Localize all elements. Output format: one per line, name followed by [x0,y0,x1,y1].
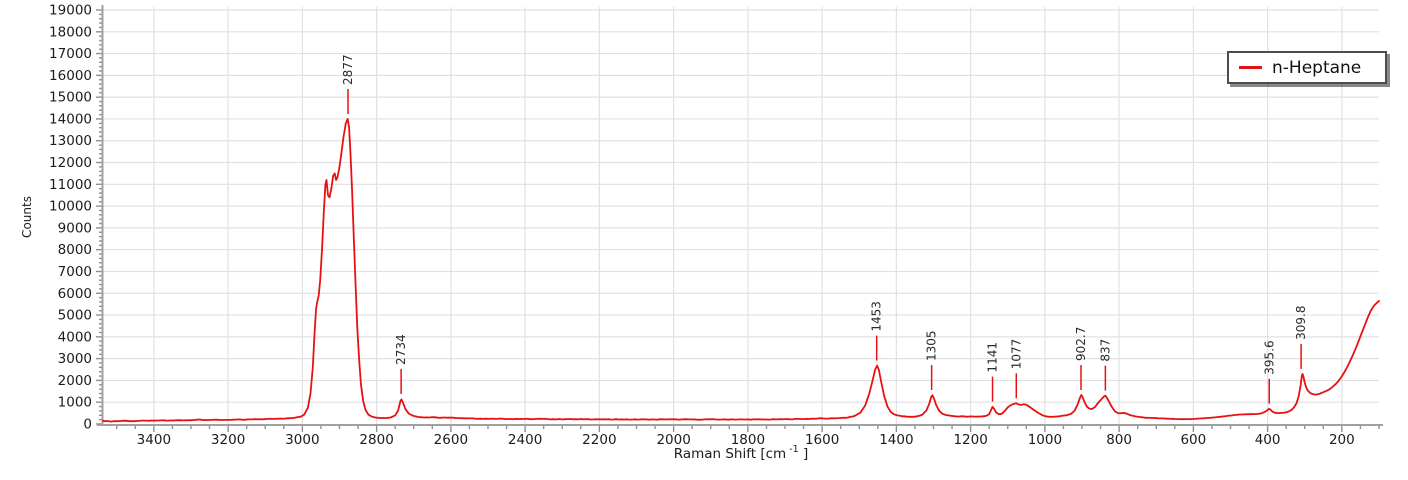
axis-titles: Raman Shift [cm -1 ] Counts [20,196,808,462]
y-tick-label: 11000 [49,177,92,193]
peak-label: 1141 [986,342,1000,373]
x-tick-label: 400 [1255,432,1281,448]
y-axis-title: Counts [20,196,34,238]
y-tick-label: 10000 [49,199,92,215]
x-tick-label: 1800 [731,432,765,448]
peak-label: 1305 [925,330,939,361]
spectrum-line [102,118,1380,423]
x-tick-label: 600 [1180,432,1206,448]
y-tick-label: 17000 [49,46,92,62]
legend-line-swatch [1239,66,1262,69]
y-tick-label: 19000 [49,3,92,19]
x-tick-label: 3400 [137,432,171,448]
peak-annotations: 2877 2734 1453 1305 1141 1077 902.7 837 395.6 309… [341,54,1308,404]
x-tick-label: 2600 [434,432,468,448]
x-tick-label: 1600 [805,432,839,448]
y-tick-label: 3000 [58,351,92,367]
x-tick-label: 200 [1329,432,1355,448]
peak-label: 2734 [394,334,408,365]
y-tick-label: 1000 [58,395,92,411]
y-tick-label: 4000 [58,329,92,345]
peak-label: 1453 [870,301,884,332]
gridlines [103,7,1379,424]
peak-label: 2877 [341,54,355,85]
peak-label: 837 [1098,339,1112,362]
y-tick-label: 9000 [58,220,92,236]
x-tick-label: 1200 [953,432,987,448]
spectrum-series [102,118,1380,423]
x-tick-label: 1400 [879,432,913,448]
x-tick-label: 2800 [359,432,393,448]
x-tick-label: 2400 [508,432,542,448]
peak-label: 395.6 [1262,340,1276,374]
y-tick-label: 5000 [58,308,92,324]
x-tick-label: 1000 [1028,432,1062,448]
y-tick-label: 6000 [58,286,92,302]
y-tick-label: 18000 [49,24,92,40]
x-tick-label: 3200 [211,432,245,448]
peak-label: 309.8 [1294,306,1308,340]
y-tick-label: 7000 [58,264,92,280]
legend-label: n-Heptane [1272,57,1362,78]
x-tick-labels: 3400 3200 3000 2800 2600 2400 2200 2000 1800 1600… [137,432,1355,448]
y-tick-label: 14000 [49,111,92,127]
y-tick-label: 12000 [49,155,92,171]
y-tick-label: 2000 [58,373,92,389]
y-tick-label: 13000 [49,133,92,149]
y-tick-label: 15000 [49,90,92,106]
peak-label: 902.7 [1074,327,1088,361]
y-tick-label: 8000 [58,242,92,258]
axis-ticks [96,9,1380,432]
y-tick-labels: 0 1000 2000 3000 4000 5000 6000 7000 8000 9000 100… [49,3,92,433]
legend[interactable]: n-Heptane [1227,51,1387,84]
x-axis-title: Raman Shift [cm -1 ] [674,444,809,462]
x-tick-label: 2000 [656,432,690,448]
axes [97,5,1383,426]
x-tick-label: 2200 [582,432,616,448]
x-tick-label: 3000 [285,432,319,448]
x-tick-label: 800 [1106,432,1132,448]
y-tick-label: 16000 [49,68,92,84]
y-tick-label: 0 [83,417,92,433]
peak-label: 1077 [1009,339,1023,370]
